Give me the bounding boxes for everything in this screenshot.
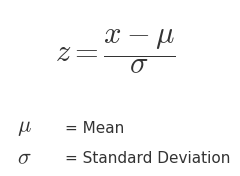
- Text: $z = \dfrac{x - \mu}{\sigma}$: $z = \dfrac{x - \mu}{\sigma}$: [55, 29, 176, 77]
- Text: = Standard Deviation: = Standard Deviation: [65, 151, 230, 166]
- Text: $\sigma$: $\sigma$: [17, 148, 31, 168]
- Text: = Mean: = Mean: [65, 121, 124, 136]
- Text: $\mu$: $\mu$: [17, 118, 32, 139]
